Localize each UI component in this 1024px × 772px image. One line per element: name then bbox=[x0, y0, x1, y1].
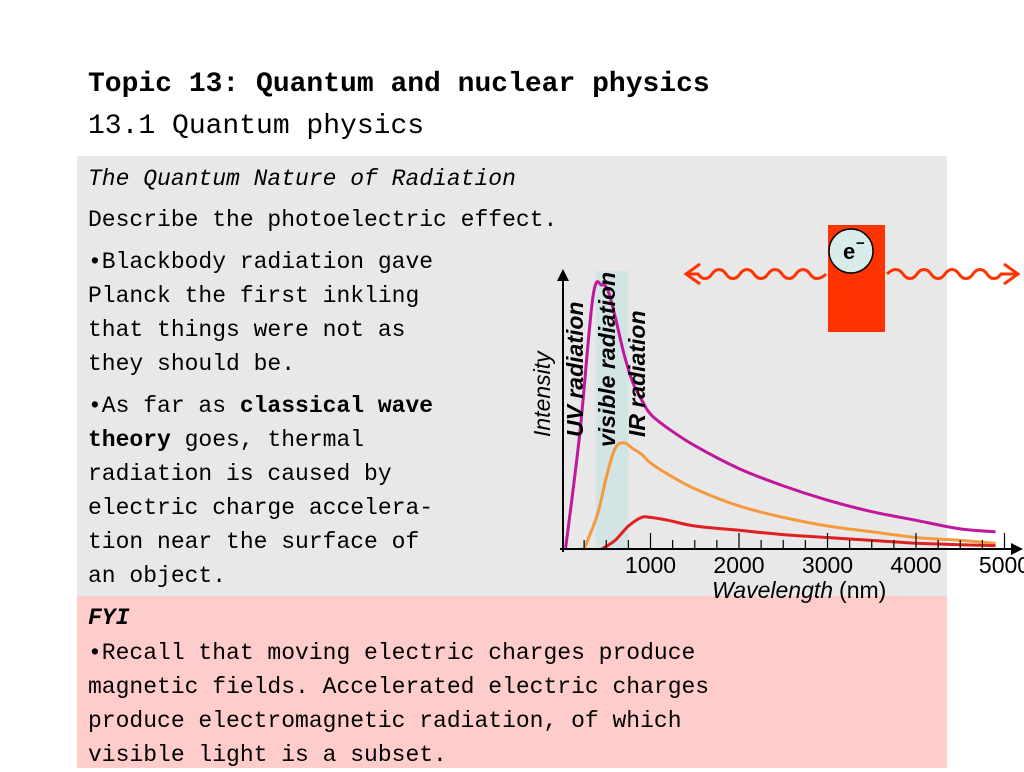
page-title: Topic 13: Quantum and nuclear physics bbox=[88, 69, 710, 100]
bullet-line: tion near the surface of bbox=[88, 529, 420, 555]
y-axis-label: Intensity bbox=[529, 350, 555, 437]
x-axis-label-unit: (nm) bbox=[839, 577, 886, 603]
bold-term: theory bbox=[88, 427, 171, 453]
x-tick-label: 3000 bbox=[802, 552, 853, 578]
x-tick-label: 2000 bbox=[713, 552, 764, 578]
bullet-blackbody: •Blackbody radiation gave Planck the fir… bbox=[88, 245, 433, 381]
section-heading: The Quantum Nature of Radiation bbox=[88, 166, 516, 192]
bullet-line: •As far as classical wave bbox=[88, 389, 433, 423]
fyi-line: •Recall that moving electric charges pro… bbox=[88, 640, 696, 666]
bullet-line: they should be. bbox=[88, 351, 296, 377]
electron-circle bbox=[828, 228, 874, 274]
band-label: IR radiation bbox=[624, 310, 650, 437]
bold-term: classical wave bbox=[239, 393, 434, 419]
blackbody-chart: 1000 2000 3000 4000 5000 Intensity UV radiat… bbox=[529, 269, 1024, 603]
fyi-line: produce electromagnetic radiation, of wh… bbox=[88, 708, 682, 734]
bullet-line: Planck the first inkling bbox=[88, 283, 420, 309]
bullet-line: an object. bbox=[88, 563, 227, 589]
series-line-1 bbox=[564, 280, 996, 550]
fyi-body: •Recall that moving electric charges pro… bbox=[88, 636, 709, 772]
band-label: visible radiation bbox=[594, 272, 620, 447]
series-line-2 bbox=[582, 441, 996, 550]
x-axis-arrow bbox=[1011, 543, 1023, 555]
x-axis-label: Wavelength (nm) bbox=[712, 577, 886, 603]
left-wave-arrow bbox=[683, 262, 828, 286]
fyi-label: FYI bbox=[88, 605, 130, 631]
y-axis-arrow bbox=[557, 269, 569, 281]
x-tick-label: 1000 bbox=[625, 552, 676, 578]
electron-symbol: e bbox=[843, 239, 855, 264]
fyi-line: magnetic fields. Accelerated electric ch… bbox=[88, 674, 710, 700]
bullet-line: electric charge accelera- bbox=[88, 495, 434, 521]
electron-charge: − bbox=[856, 235, 865, 252]
series-line-3 bbox=[600, 515, 996, 551]
x-axis-label-main: Wavelength bbox=[712, 577, 833, 603]
page-subtitle: 13.1 Quantum physics bbox=[88, 111, 425, 142]
objective-text: Describe the photoelectric effect. bbox=[88, 207, 558, 233]
bullet-text: goes, thermal bbox=[170, 427, 365, 453]
right-wave-arrow bbox=[885, 262, 1021, 286]
bullet-line: that things were not as bbox=[88, 317, 406, 343]
fyi-line: visible light is a subset. bbox=[88, 742, 447, 768]
fyi-panel bbox=[77, 596, 947, 768]
accelerating-electron-diagram: e − bbox=[683, 225, 1021, 332]
bullet-line: theory goes, thermal bbox=[88, 423, 433, 457]
x-tick-label: 5000 bbox=[979, 552, 1024, 578]
bullet-classical-wave: •As far as classical wave theory goes, t… bbox=[88, 389, 433, 593]
bullet-line: radiation is caused by bbox=[88, 461, 392, 487]
bullet-line: •Blackbody radiation gave bbox=[88, 249, 434, 275]
band-label: UV radiation bbox=[562, 302, 588, 437]
bullet-text: •As far as bbox=[88, 393, 240, 419]
x-tick-label: 4000 bbox=[890, 552, 941, 578]
